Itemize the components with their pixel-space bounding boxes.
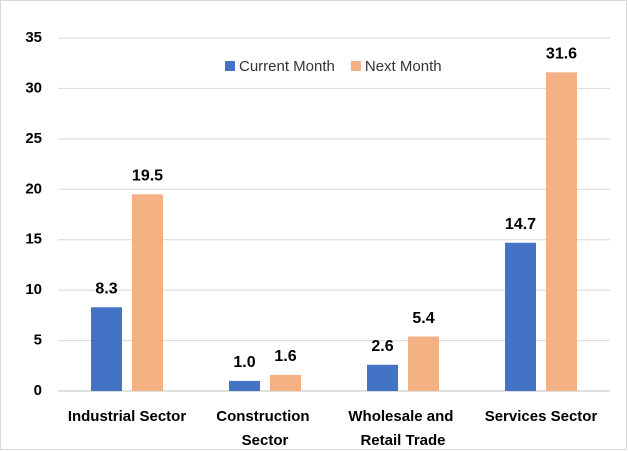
bar (270, 374, 301, 391)
y-tick-label: 5 (34, 332, 42, 349)
legend-label: Current Month (239, 58, 335, 75)
y-tick-label: 35 (25, 29, 42, 46)
value-label: 14.7 (505, 216, 536, 233)
value-label: 19.5 (132, 168, 163, 185)
legend-swatch (350, 61, 361, 71)
value-label: 1.0 (233, 354, 255, 371)
legend-swatch (225, 61, 235, 71)
x-tick-label: Industrial Sector (68, 408, 187, 425)
bar (408, 336, 439, 391)
y-tick-label: 30 (25, 79, 42, 96)
value-label: 5.4 (412, 310, 434, 327)
x-tick-label: Construction Sector (216, 408, 314, 449)
legend-label: Next Month (365, 58, 442, 75)
bar (132, 194, 163, 391)
bar (546, 72, 577, 391)
y-tick-label: 15 (25, 231, 42, 248)
value-label: 1.6 (274, 348, 296, 365)
value-label: 31.6 (546, 46, 577, 63)
x-tick-label: Wholesale and Retail Trade (348, 408, 457, 449)
bar (229, 380, 260, 391)
y-tick-label: 10 (25, 281, 42, 298)
bar (505, 242, 536, 391)
y-tick-label: 20 (25, 180, 42, 197)
bar (367, 364, 398, 391)
y-tick-label: 25 (25, 130, 42, 147)
value-label: 8.3 (95, 281, 117, 298)
value-label: 2.6 (371, 338, 393, 355)
y-tick-label: 0 (34, 382, 42, 399)
x-tick-label: Services Sector (485, 408, 598, 425)
bar (91, 307, 122, 391)
